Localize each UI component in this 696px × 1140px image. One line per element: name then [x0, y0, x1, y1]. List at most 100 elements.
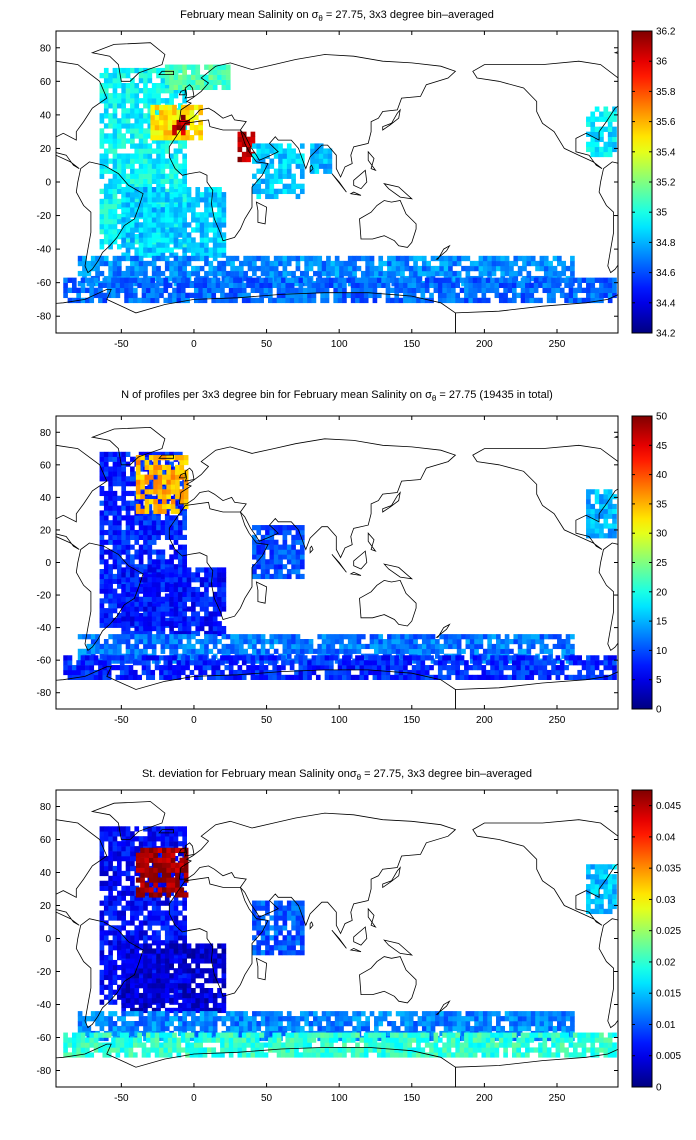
bin-cell	[99, 622, 105, 628]
bin-cell	[130, 930, 135, 936]
bin-cell	[112, 608, 118, 614]
bin-cell	[529, 287, 535, 294]
bin-cell	[182, 84, 187, 91]
bin-cell	[546, 287, 552, 294]
bin-cell	[291, 255, 296, 262]
bin-cell	[586, 121, 591, 127]
bin-cell	[359, 674, 365, 680]
bin-cell	[420, 665, 426, 671]
bin-cell	[169, 173, 174, 179]
bin-cell	[89, 655, 95, 661]
bin-cell	[221, 207, 227, 213]
bin-cell	[132, 660, 138, 666]
bin-cell	[407, 297, 413, 304]
bin-cell	[308, 643, 314, 650]
bin-cell	[125, 870, 131, 877]
bin-cell	[265, 260, 270, 267]
bin-cell	[520, 292, 526, 299]
bin-cell	[198, 282, 203, 288]
bin-cell	[278, 148, 283, 154]
bin-cell	[112, 128, 118, 134]
bin-cell	[130, 187, 135, 193]
bin-cell	[177, 255, 183, 262]
bin-cell	[542, 665, 548, 671]
bin-cell	[359, 655, 365, 661]
bin-cell	[243, 648, 248, 654]
bin-cell	[346, 292, 352, 299]
bin-cell	[112, 900, 118, 906]
bin-cell	[446, 297, 452, 304]
bin-cell	[465, 639, 471, 645]
bin-cell	[99, 113, 105, 119]
bin-cell	[513, 639, 519, 645]
bin-cell	[498, 655, 504, 661]
bin-cell	[346, 674, 352, 680]
bin-cell	[212, 84, 218, 91]
bin-cell	[112, 622, 118, 628]
bin-cell	[426, 639, 431, 645]
bin-cell	[272, 660, 278, 666]
bin-cell	[125, 630, 131, 637]
bin-cell	[135, 494, 141, 500]
bin-cell	[153, 484, 158, 490]
bin-cell	[317, 255, 323, 262]
bin-cell	[221, 212, 227, 218]
bin-cell	[182, 525, 187, 531]
bin-cell	[224, 277, 230, 283]
bin-cell	[176, 124, 182, 131]
bin-cell	[143, 93, 148, 99]
bin-cell	[294, 674, 299, 680]
bin-cell	[102, 669, 108, 676]
bin-cell	[116, 910, 122, 916]
bin-cell	[169, 634, 174, 640]
bin-cell	[416, 660, 421, 666]
bin-cell	[599, 528, 604, 534]
bin-cell	[173, 207, 179, 213]
bin-cell	[398, 282, 404, 288]
bin-cell	[103, 930, 109, 936]
bin-cell	[115, 665, 121, 671]
bin-cell	[565, 265, 571, 272]
bin-cell	[150, 104, 156, 111]
bin-cell	[125, 564, 131, 570]
bin-cell	[160, 187, 166, 193]
bin-cell	[151, 168, 157, 174]
bin-cell	[146, 669, 151, 676]
bin-cell	[177, 67, 183, 74]
bin-cell	[162, 494, 167, 500]
bin-cell	[228, 297, 234, 304]
bin-cell	[125, 515, 131, 521]
bin-cell	[586, 489, 591, 495]
bin-cell	[150, 129, 156, 136]
bin-cell	[138, 255, 144, 262]
bin-cell	[108, 143, 113, 149]
bin-cell	[134, 168, 140, 174]
bin-cell	[169, 163, 174, 169]
bin-cell	[108, 554, 113, 560]
bin-cell	[339, 270, 344, 277]
bin-cell	[103, 880, 109, 886]
bin-cell	[182, 64, 187, 70]
bin-cell	[363, 669, 369, 676]
bin-cell	[400, 653, 405, 659]
bin-cell	[568, 297, 574, 304]
bin-cell	[446, 665, 452, 671]
bin-cell	[134, 67, 140, 74]
bin-cell	[173, 178, 179, 184]
bin-cell	[599, 111, 604, 117]
bin-cell	[138, 621, 144, 627]
bin-cell	[98, 282, 103, 288]
bin-cell	[395, 634, 401, 640]
bin-cell	[125, 67, 131, 74]
bin-cell	[138, 72, 144, 79]
bin-cell	[119, 287, 125, 294]
bin-cell	[121, 586, 127, 593]
bin-cell	[228, 655, 234, 661]
bin-cell	[134, 616, 140, 622]
bin-cell	[121, 539, 127, 545]
bin-cell	[539, 639, 545, 645]
bin-cell	[116, 153, 122, 159]
bin-cell	[295, 260, 301, 267]
bin-cell	[298, 287, 304, 294]
bin-cell	[121, 826, 127, 832]
